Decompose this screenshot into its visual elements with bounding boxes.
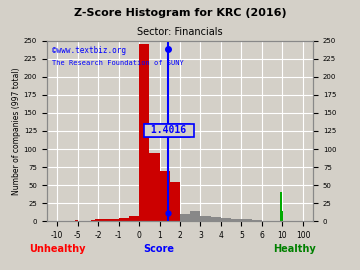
Bar: [180, 214, 190, 221]
Bar: [91, 220, 95, 221]
Bar: [129, 216, 139, 221]
Text: The Research Foundation of SUNY: The Research Foundation of SUNY: [52, 60, 184, 66]
Bar: [149, 153, 159, 221]
Bar: [76, 220, 77, 221]
Bar: [139, 44, 149, 221]
Bar: [118, 218, 129, 221]
Bar: [242, 219, 252, 221]
Bar: [98, 218, 108, 221]
Bar: [159, 171, 170, 221]
Text: Z-Score Histogram for KRC (2016): Z-Score Histogram for KRC (2016): [74, 8, 286, 18]
Bar: [252, 220, 262, 221]
Bar: [201, 216, 211, 221]
Bar: [95, 219, 98, 221]
Bar: [231, 218, 242, 221]
Bar: [108, 218, 118, 221]
Text: 1.4016: 1.4016: [145, 125, 192, 135]
Text: Unhealthy: Unhealthy: [29, 244, 86, 254]
Bar: [280, 193, 283, 221]
Text: Healthy: Healthy: [273, 244, 316, 254]
Y-axis label: Number of companies (997 total): Number of companies (997 total): [12, 67, 21, 195]
Text: ©www.textbiz.org: ©www.textbiz.org: [52, 46, 126, 55]
Text: Sector: Financials: Sector: Financials: [137, 27, 223, 37]
Bar: [211, 217, 221, 221]
Text: Score: Score: [143, 244, 174, 254]
Bar: [170, 182, 180, 221]
Bar: [190, 211, 201, 221]
Bar: [221, 218, 231, 221]
